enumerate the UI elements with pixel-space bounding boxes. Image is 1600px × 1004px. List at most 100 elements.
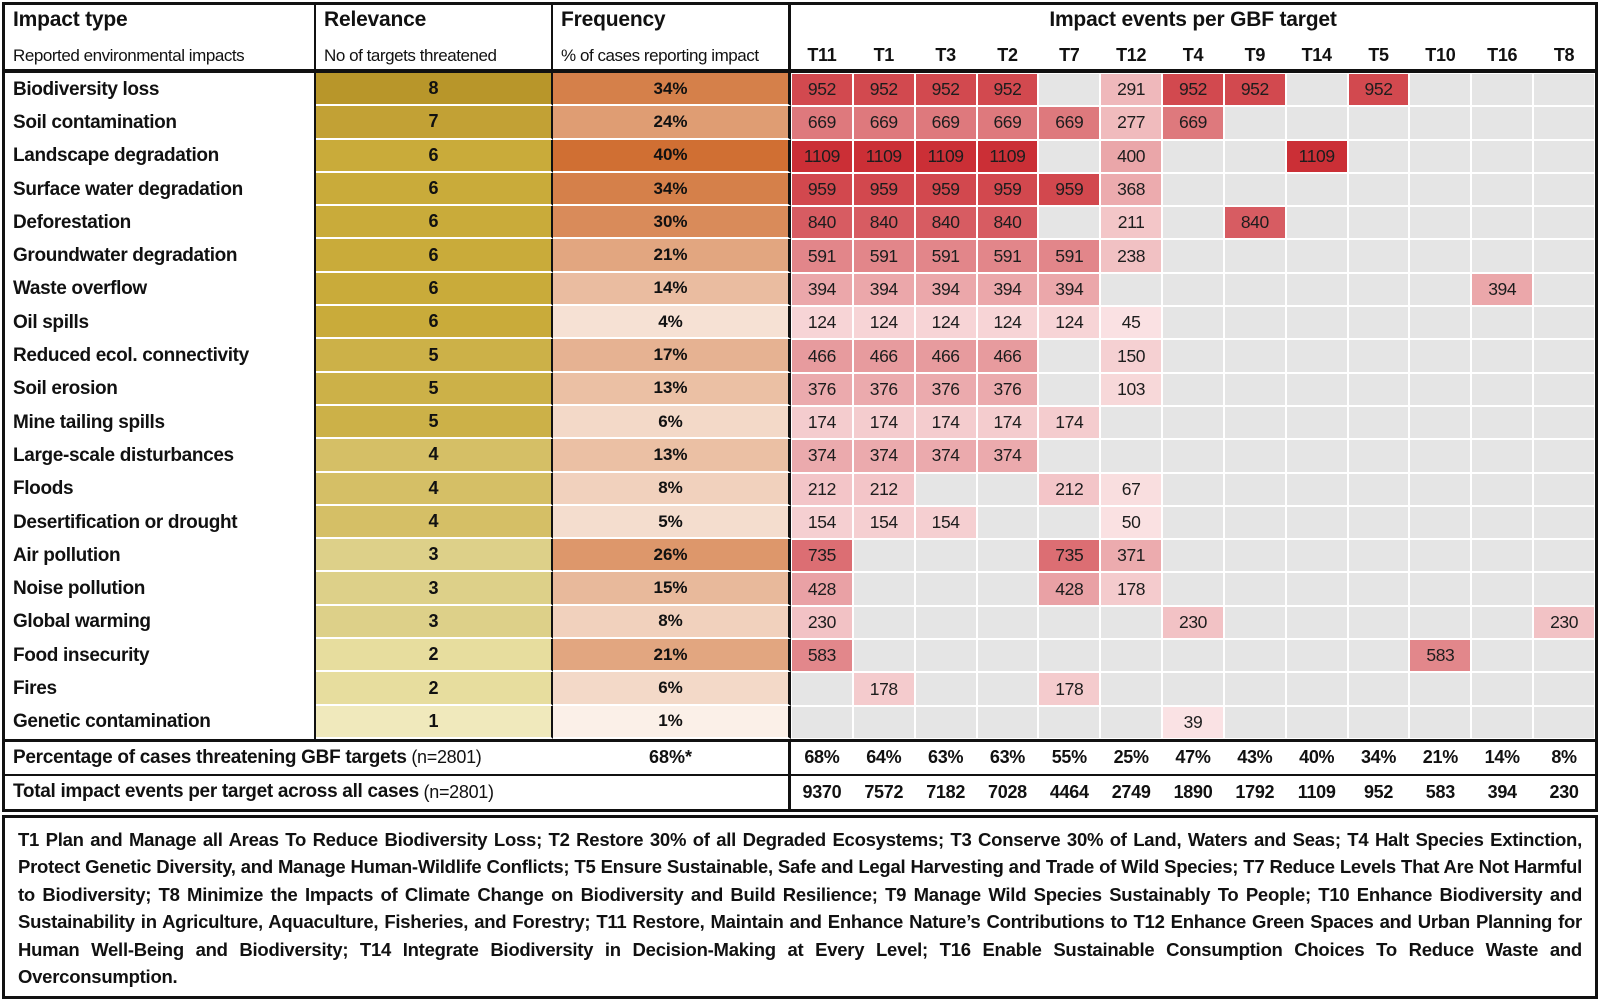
target-column-header: T9 [1244,45,1266,65]
heat-cell [1223,405,1286,440]
pct-cell: 47% [1162,738,1224,774]
heat-cell [1038,505,1101,540]
total-cell: 4464 [1038,773,1101,809]
heat-cell: 466 [852,339,915,373]
heat-cell [976,472,1039,506]
target-column-header: T16 [1487,45,1518,65]
heat-cell: 212 [852,472,915,506]
heat-cell [1471,705,1534,739]
target-column-header: T2 [997,45,1018,65]
heat-cell [1533,106,1595,140]
heat-cell [1471,405,1534,440]
frequency-cell: 40% [553,139,791,173]
heat-cell [1347,172,1410,207]
heat-cell [1471,172,1534,207]
heat-cell: 371 [1100,539,1163,573]
heat-cell [1162,405,1224,440]
heat-cell [1533,705,1595,739]
pct-cell: 21% [1409,738,1472,774]
heat-cell [1347,139,1410,173]
heat-cell [1347,372,1410,406]
heat-cell: 211 [1100,206,1163,240]
heat-cell [914,639,977,673]
heat-cell: 952 [791,73,853,107]
heat-cell [1285,239,1348,273]
heat-cell: 952 [1223,73,1286,107]
percentage-row-label-text: Percentage of cases threatening GBF targ… [13,746,407,768]
heat-cell [1347,339,1410,373]
heat-cell [1471,339,1534,373]
heat-cell [1285,605,1348,640]
relevance-cell: 4 [316,472,553,506]
heat-cell [1347,272,1410,307]
target-column-header: T10 [1425,45,1456,65]
heat-cell: 959 [1038,172,1101,207]
heat-cell [1533,539,1595,573]
impact-label-cell: Deforestation [5,206,316,240]
frequency-cell: 24% [553,106,791,140]
heat-cell [1409,405,1472,440]
heat-cell [1038,605,1101,640]
heat-cell: 178 [1100,572,1163,606]
heat-cell [1162,239,1224,273]
heat-cell [1347,239,1410,273]
heat-cell [1533,439,1595,473]
heat-cell [1409,505,1472,540]
impact-label-cell: Reduced ecol. connectivity [5,339,316,373]
frequency-cell: 30% [553,206,791,240]
heat-cell: 669 [852,106,915,140]
heat-cell: 212 [791,472,853,506]
heat-cell [1223,572,1286,606]
heat-cell: 400 [1100,139,1163,173]
heat-cell: 394 [1038,272,1101,307]
impact-label-cell: Genetic contamination [5,705,316,739]
heat-cell [1162,372,1224,406]
heat-cell [1471,372,1534,406]
pct-cell: 43% [1223,738,1286,774]
impact-label-cell: Groundwater degradation [5,239,316,273]
relevance-cell: 7 [316,106,553,140]
heat-cell [1285,372,1348,406]
heat-cell [914,572,977,606]
relevance-cell: 2 [316,639,553,673]
heat-cell [1409,206,1472,240]
frequency-cell: 13% [553,439,791,473]
heat-cell [1100,605,1163,640]
heat-cell: 376 [976,372,1039,406]
total-cell: 583 [1409,773,1472,809]
heat-cell [1223,505,1286,540]
relevance-title: Relevance [324,8,427,31]
heat-cell: 840 [791,206,853,240]
heat-cell: 669 [1162,106,1224,140]
total-cell: 1792 [1223,773,1286,809]
heat-cell [976,505,1039,540]
impact-label-cell: Soil contamination [5,106,316,140]
heat-cell [1223,239,1286,273]
heat-cell: 67 [1100,472,1163,506]
total-row-label: Total impact events per target across al… [5,773,791,809]
heat-cell: 124 [791,306,853,340]
impact-label-cell: Desertification or drought [5,505,316,540]
frequency-header: Frequency % of cases reporting impact [553,5,791,73]
heat-cell: 952 [1162,73,1224,107]
heat-cell: 368 [1100,172,1163,207]
heat-cell: 952 [1347,73,1410,107]
heat-cell: 376 [852,372,915,406]
total-cell: 1109 [1285,773,1348,809]
impact-label-cell: Large-scale disturbances [5,439,316,473]
relevance-header: Relevance No of targets threatened [316,5,553,73]
frequency-cell: 15% [553,572,791,606]
total-row-label-text: Total impact events per target across al… [13,781,419,803]
pct-cell: 55% [1038,738,1101,774]
heat-cell [1409,605,1472,640]
heat-cell: 124 [976,306,1039,340]
total-cell: 1890 [1162,773,1224,809]
heat-cell [1533,172,1595,207]
heat-cell [852,605,915,640]
heat-cell [1162,139,1224,173]
heat-cell [1162,339,1224,373]
impact-label-cell: Mine tailing spills [5,405,316,440]
heat-cell [976,639,1039,673]
heat-cell [1471,139,1534,173]
impact-label-cell: Oil spills [5,306,316,340]
